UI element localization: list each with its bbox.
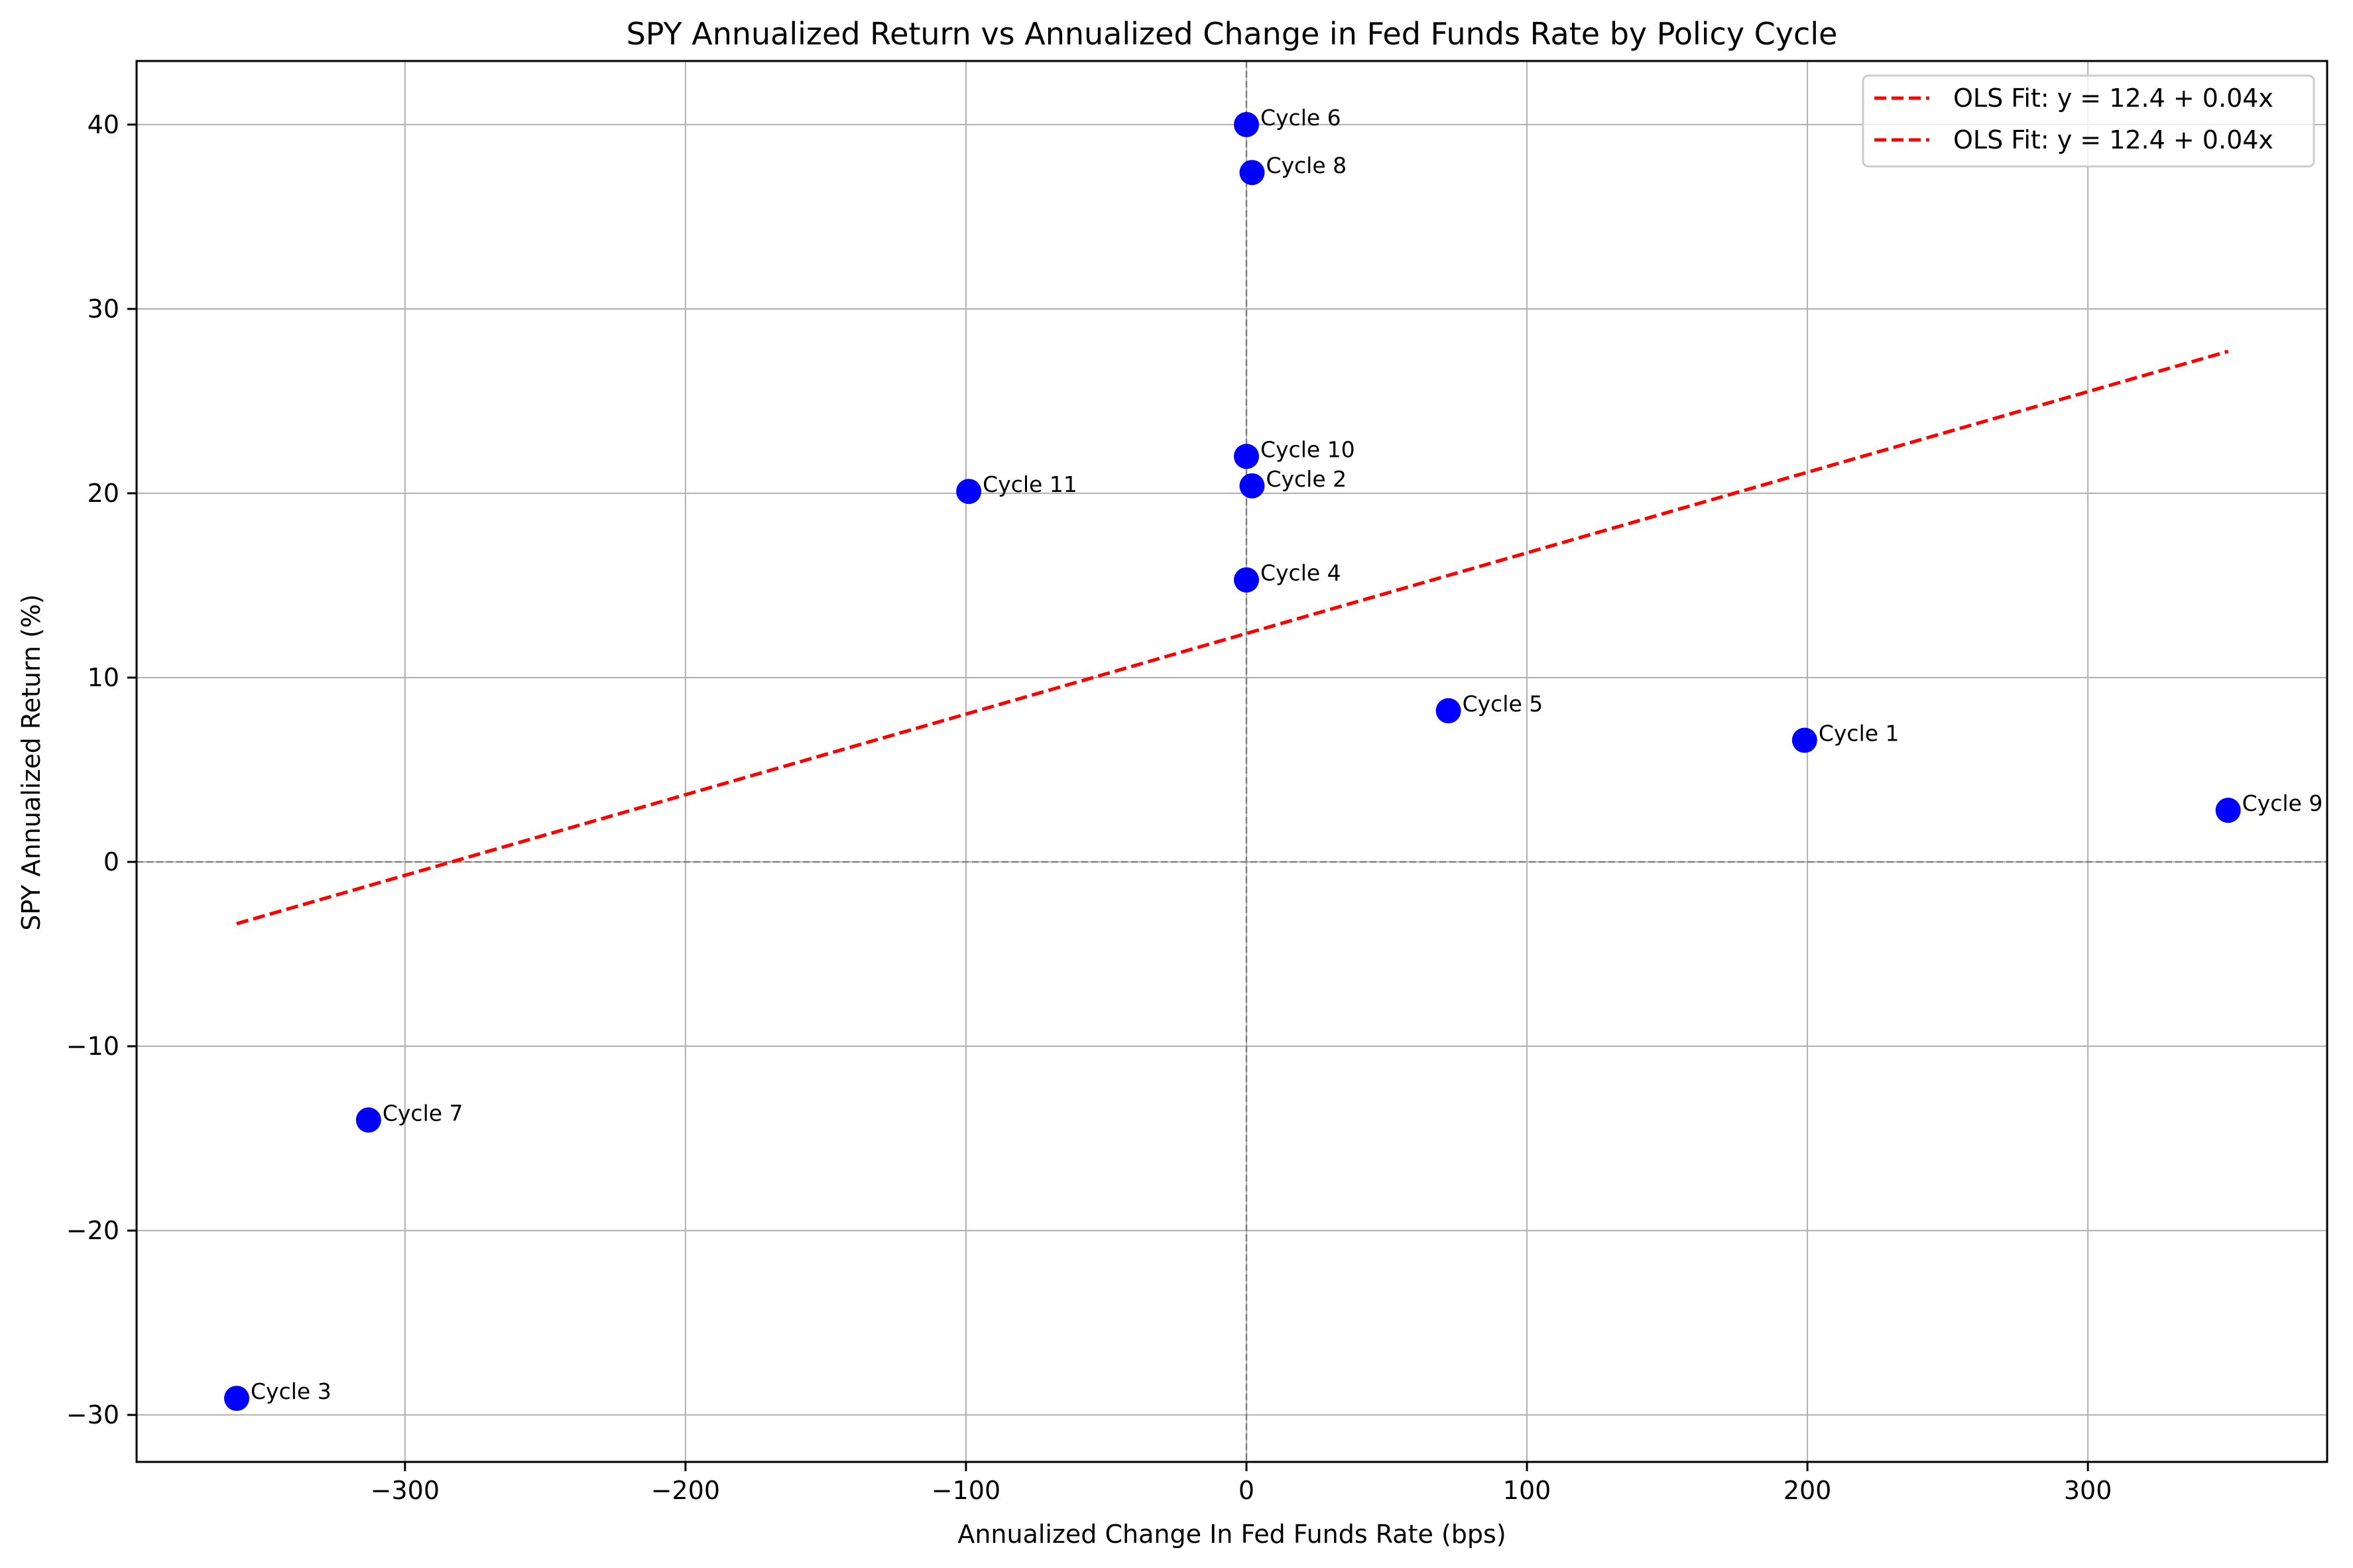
- data-point: [1233, 111, 1259, 137]
- y-axis-ticks: −30 −20 −10 0 10 20 30 40: [66, 110, 137, 1429]
- ols-fit-line: [236, 349, 2229, 926]
- x-axis-label: Annualized Change In Fed Funds Rate (bps…: [957, 1520, 1506, 1549]
- point-annotation-label: Cycle 5: [1463, 691, 1543, 717]
- point-annotation-label: Cycle 10: [1260, 436, 1355, 462]
- x-tick-label: −100: [932, 1476, 1000, 1505]
- legend: OLS Fit: y = 12.4 + 0.04x OLS Fit: y = 12…: [1862, 74, 2315, 168]
- x-tick-label: 200: [1783, 1476, 1832, 1505]
- legend-entries: OLS Fit: y = 12.4 + 0.04x OLS Fit: y = 12…: [1874, 84, 2273, 154]
- point-annotations: Cycle 1 Cycle 2 Cycle 3 Cycle 4 Cycle 5 Cycle…: [251, 105, 2323, 1404]
- x-tick-label: −300: [371, 1476, 440, 1505]
- point-annotation-label: Cycle 4: [1260, 560, 1341, 586]
- point-annotation-label: Cycle 11: [983, 471, 1077, 497]
- plot-area: Cycle 1 Cycle 2 Cycle 3 Cycle 4 Cycle 5 Cycle…: [135, 60, 2328, 1463]
- point-annotation-label: Cycle 2: [1266, 466, 1347, 492]
- y-tick-label: 30: [88, 294, 119, 324]
- x-tick-label: −200: [651, 1476, 720, 1505]
- zero-reference-lines: [137, 61, 2327, 1462]
- y-axis-label: SPY Annualized Return (%): [17, 594, 46, 931]
- point-annotation-label: Cycle 9: [2242, 790, 2323, 816]
- x-axis-ticks: −300 −200 −100 0 100 200 300: [371, 1462, 2112, 1505]
- point-annotation-label: Cycle 3: [251, 1378, 332, 1404]
- y-tick-label: −20: [66, 1216, 119, 1245]
- data-point: [2215, 798, 2241, 823]
- scatter-points: [224, 111, 2241, 1412]
- data-point: [224, 1386, 250, 1412]
- data-point: [1239, 160, 1265, 186]
- axes-frame: [135, 60, 2328, 1463]
- point-annotation-label: Cycle 6: [1260, 105, 1341, 131]
- data-point: [1435, 698, 1461, 724]
- data-point: [956, 479, 982, 505]
- y-tick-label: 10: [88, 663, 119, 692]
- chart-title: SPY Annualized Return vs Annualized Chan…: [627, 16, 1838, 52]
- data-point: [1233, 567, 1259, 593]
- data-point: [1239, 473, 1265, 499]
- ols-fit-line-segment: [236, 349, 2229, 926]
- point-annotation-label: Cycle 1: [1819, 721, 1900, 747]
- x-tick-label: 300: [2064, 1476, 2112, 1505]
- legend-box: [1862, 74, 2315, 168]
- legend-entry-label: OLS Fit: y = 12.4 + 0.04x: [1953, 84, 2273, 113]
- y-tick-label: −10: [66, 1032, 119, 1061]
- y-tick-label: 20: [88, 479, 119, 508]
- legend-entry-label: OLS Fit: y = 12.4 + 0.04x: [1953, 125, 2273, 154]
- y-tick-label: 0: [103, 847, 119, 876]
- data-point: [355, 1107, 381, 1133]
- point-annotation-label: Cycle 7: [383, 1100, 463, 1126]
- x-tick-label: 0: [1238, 1476, 1254, 1505]
- y-tick-label: 40: [88, 110, 119, 139]
- grid-lines: [137, 61, 2327, 1462]
- point-annotation-label: Cycle 8: [1266, 152, 1347, 178]
- data-point: [1791, 727, 1817, 753]
- x-tick-label: 100: [1503, 1476, 1551, 1505]
- data-point: [1233, 444, 1259, 469]
- y-tick-label: −30: [66, 1400, 119, 1429]
